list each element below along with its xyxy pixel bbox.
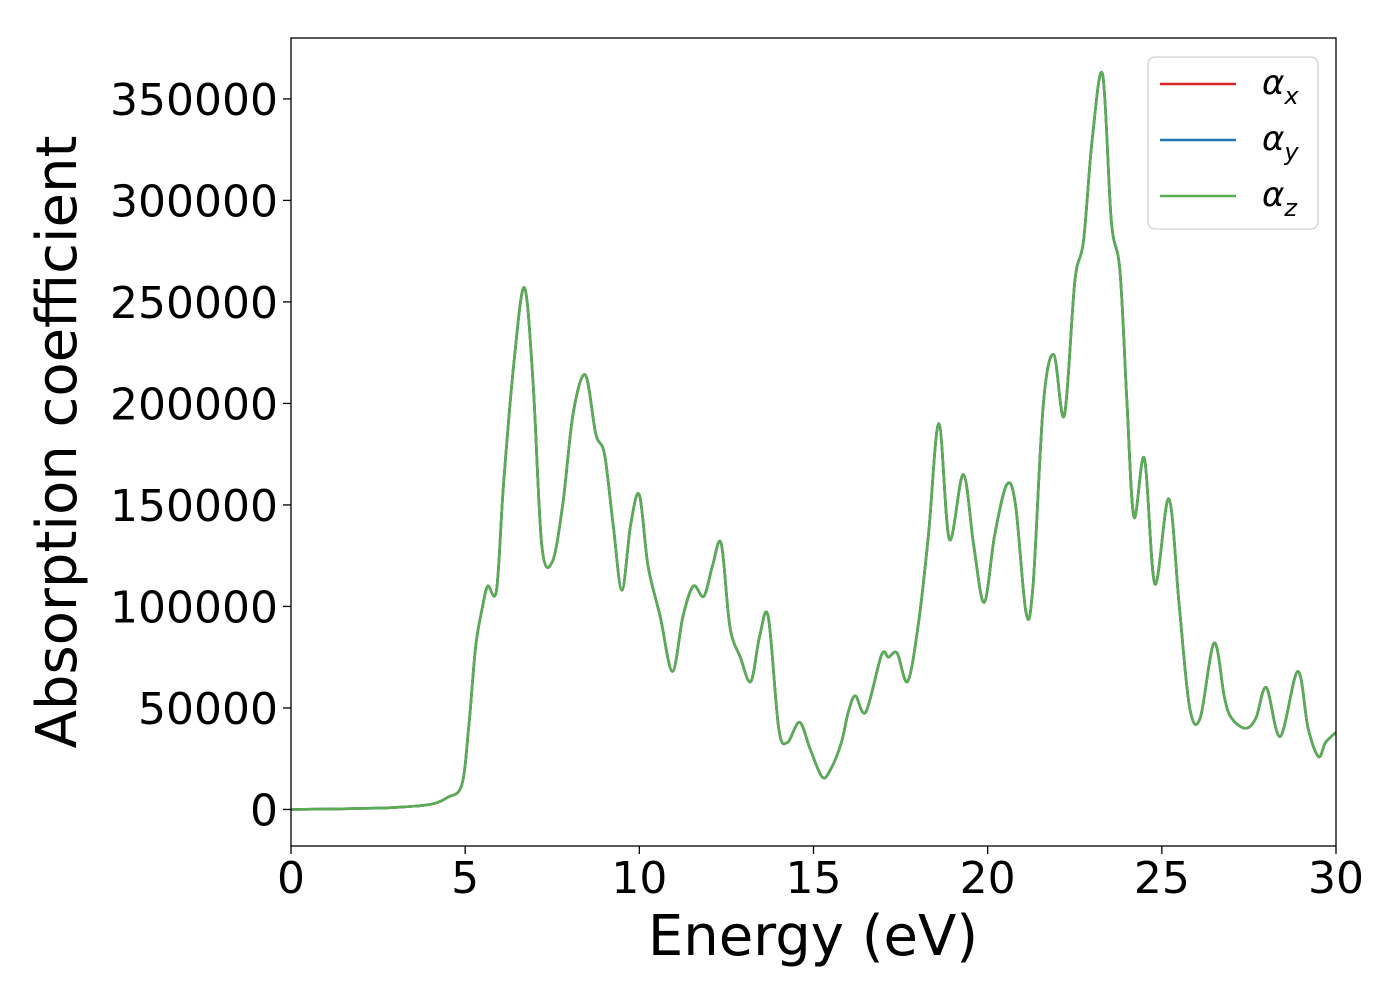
series-layer [290, 70, 1337, 811]
x-tick-label: 20 [960, 853, 1016, 904]
x-ticks: 0 5 10 15 20 25 30 [277, 846, 1364, 904]
legend-label-alpha-y: αy [1262, 119, 1299, 166]
y-tick-label: 300000 [110, 176, 278, 227]
x-tick-label: 30 [1308, 853, 1364, 904]
y-tick-label: 150000 [110, 481, 278, 532]
legend-entries: αx αy αz [1160, 63, 1299, 222]
y-tick-label: 200000 [110, 379, 278, 430]
x-tick-label: 10 [611, 853, 667, 904]
y-axis-title: Absorption coefficient [25, 136, 90, 749]
x-tick-label: 15 [786, 853, 842, 904]
y-tick-label: 350000 [110, 75, 278, 126]
x-tick-label: 25 [1134, 853, 1190, 904]
legend-label-alpha-x: αx [1262, 63, 1299, 110]
y-tick-label: 250000 [110, 278, 278, 329]
x-tick-label: 0 [277, 853, 305, 904]
y-tick-label: 50000 [138, 684, 278, 735]
y-tick-label: 0 [250, 785, 278, 836]
y-ticks: 0 50000 100000 150000 200000 250000 300000 3500… [110, 75, 291, 836]
series-line-alpha-z [290, 70, 1337, 811]
legend: αx αy αz [1147, 56, 1319, 230]
legend-label-alpha-z: αz [1262, 175, 1298, 222]
x-tick-label: 5 [451, 853, 479, 904]
legend-box [1147, 56, 1319, 230]
y-tick-label: 100000 [110, 582, 278, 633]
x-axis-title: Energy (eV) [648, 904, 978, 969]
